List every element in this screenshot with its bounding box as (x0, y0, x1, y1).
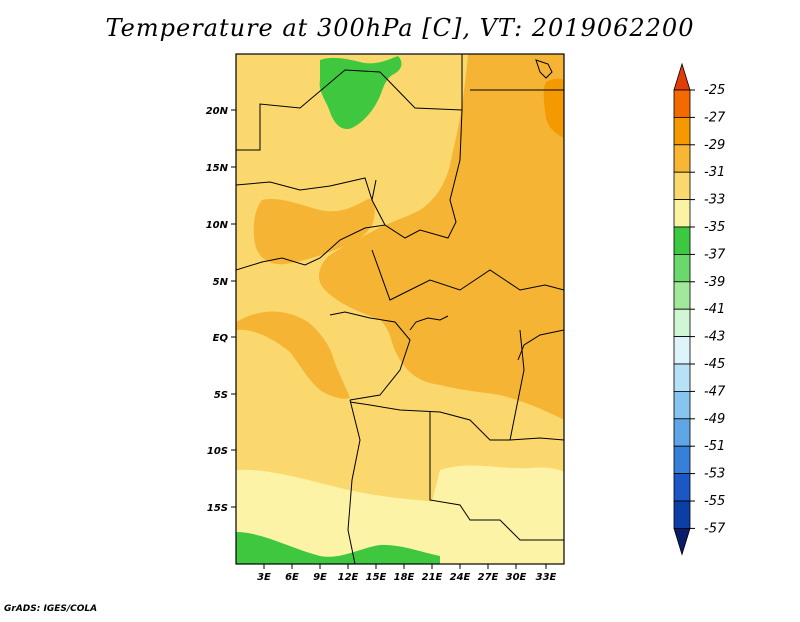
colorbar-segment (673, 363, 691, 392)
lat-label-15n: 15N (206, 163, 229, 174)
country-boundaries (236, 54, 564, 564)
colorbar-segment (673, 144, 691, 173)
lon-label-21e: 21E (422, 572, 443, 583)
colorbar-segment (673, 308, 691, 338)
colorbar-label: -39 (704, 275, 725, 290)
lat-label-5n: 5N (213, 277, 229, 288)
lat-label-10s: 10S (207, 446, 228, 457)
grads-credit: GrADS: IGES/COLA (4, 604, 98, 614)
field-band-35-37-south (236, 532, 440, 564)
colorbar-segment (673, 418, 691, 447)
colorbar-label: -43 (704, 330, 725, 345)
field-band-29-31-northeast (318, 54, 564, 420)
field-band-29-31-west (236, 311, 350, 399)
lon-label-3e: 3E (257, 572, 271, 583)
field-band-33-35-south (236, 469, 564, 564)
colorbar-label: -41 (704, 302, 725, 317)
lon-label-24e: 24E (450, 572, 471, 583)
lat-label-20n: 20N (206, 106, 229, 117)
field-band-29-31-nigeria (253, 199, 375, 265)
colorbar-label: -57 (704, 521, 726, 536)
colorbar-segment (673, 62, 691, 91)
colorbar-label: -29 (704, 138, 725, 153)
colorbar-segment (673, 117, 691, 146)
lon-label-27e: 27E (478, 572, 499, 583)
colorbar-segment (673, 281, 691, 310)
colorbar-label: -27 (704, 110, 726, 125)
colorbar-segment (673, 199, 691, 228)
colorbar-segment (673, 253, 691, 283)
colorbar-label: -47 (704, 384, 726, 399)
lat-label-5s: 5S (214, 390, 228, 401)
colorbar-segment (673, 445, 691, 475)
lon-label-9e: 9E (313, 572, 327, 583)
plot-frame (235, 53, 565, 565)
colorbar-label: -45 (704, 357, 725, 372)
colorbar-segment (673, 528, 691, 556)
colorbar-segment (673, 89, 691, 118)
colorbar-label: -51 (704, 439, 725, 454)
lon-label-15e: 15E (366, 572, 387, 583)
field-band-33-35-east (430, 465, 564, 520)
colorbar-label: -37 (704, 247, 726, 262)
colorbar-label: -49 (704, 412, 725, 427)
colorbar-segment (673, 171, 691, 200)
colorbar-label: -55 (704, 494, 725, 509)
temperature-field (236, 54, 564, 564)
map-title: Temperature at 300hPa [C], VT: 201906220… (105, 14, 695, 42)
colorbar-label: -33 (704, 193, 725, 208)
colorbar-segment (673, 500, 691, 529)
longitude-axis: 3E 6E 9E 12E 15E 18E 21E 24E 27E 30E 33E (257, 564, 557, 583)
colorbar-segment (673, 336, 691, 365)
colorbar-segment (673, 473, 691, 502)
lat-label-10n: 10N (206, 220, 229, 231)
lon-label-30e: 30E (506, 572, 527, 583)
field-band-27-29 (543, 78, 564, 138)
colorbar-label: -53 (704, 467, 725, 482)
lat-label-eq: EQ (213, 333, 229, 344)
colorbar-segment (673, 226, 691, 255)
colorbar-label: -35 (704, 220, 725, 235)
latitude-axis: 20N 15N 10N 5N EQ 5S 10S 15S (206, 106, 236, 514)
colorbar-label: -31 (704, 165, 725, 180)
colorbar-segment (673, 390, 691, 420)
lon-label-12e: 12E (338, 572, 359, 583)
lon-label-33e: 33E (536, 572, 557, 583)
colorbar-label: -25 (704, 83, 725, 98)
lon-label-18e: 18E (394, 572, 415, 583)
lon-label-6e: 6E (285, 572, 299, 583)
lat-label-15s: 15S (207, 503, 228, 514)
colorbar: -25 -27 -29 -31 -33 -35 -37 -39 -41 -43 -45 -47 -49 -… (673, 62, 726, 556)
